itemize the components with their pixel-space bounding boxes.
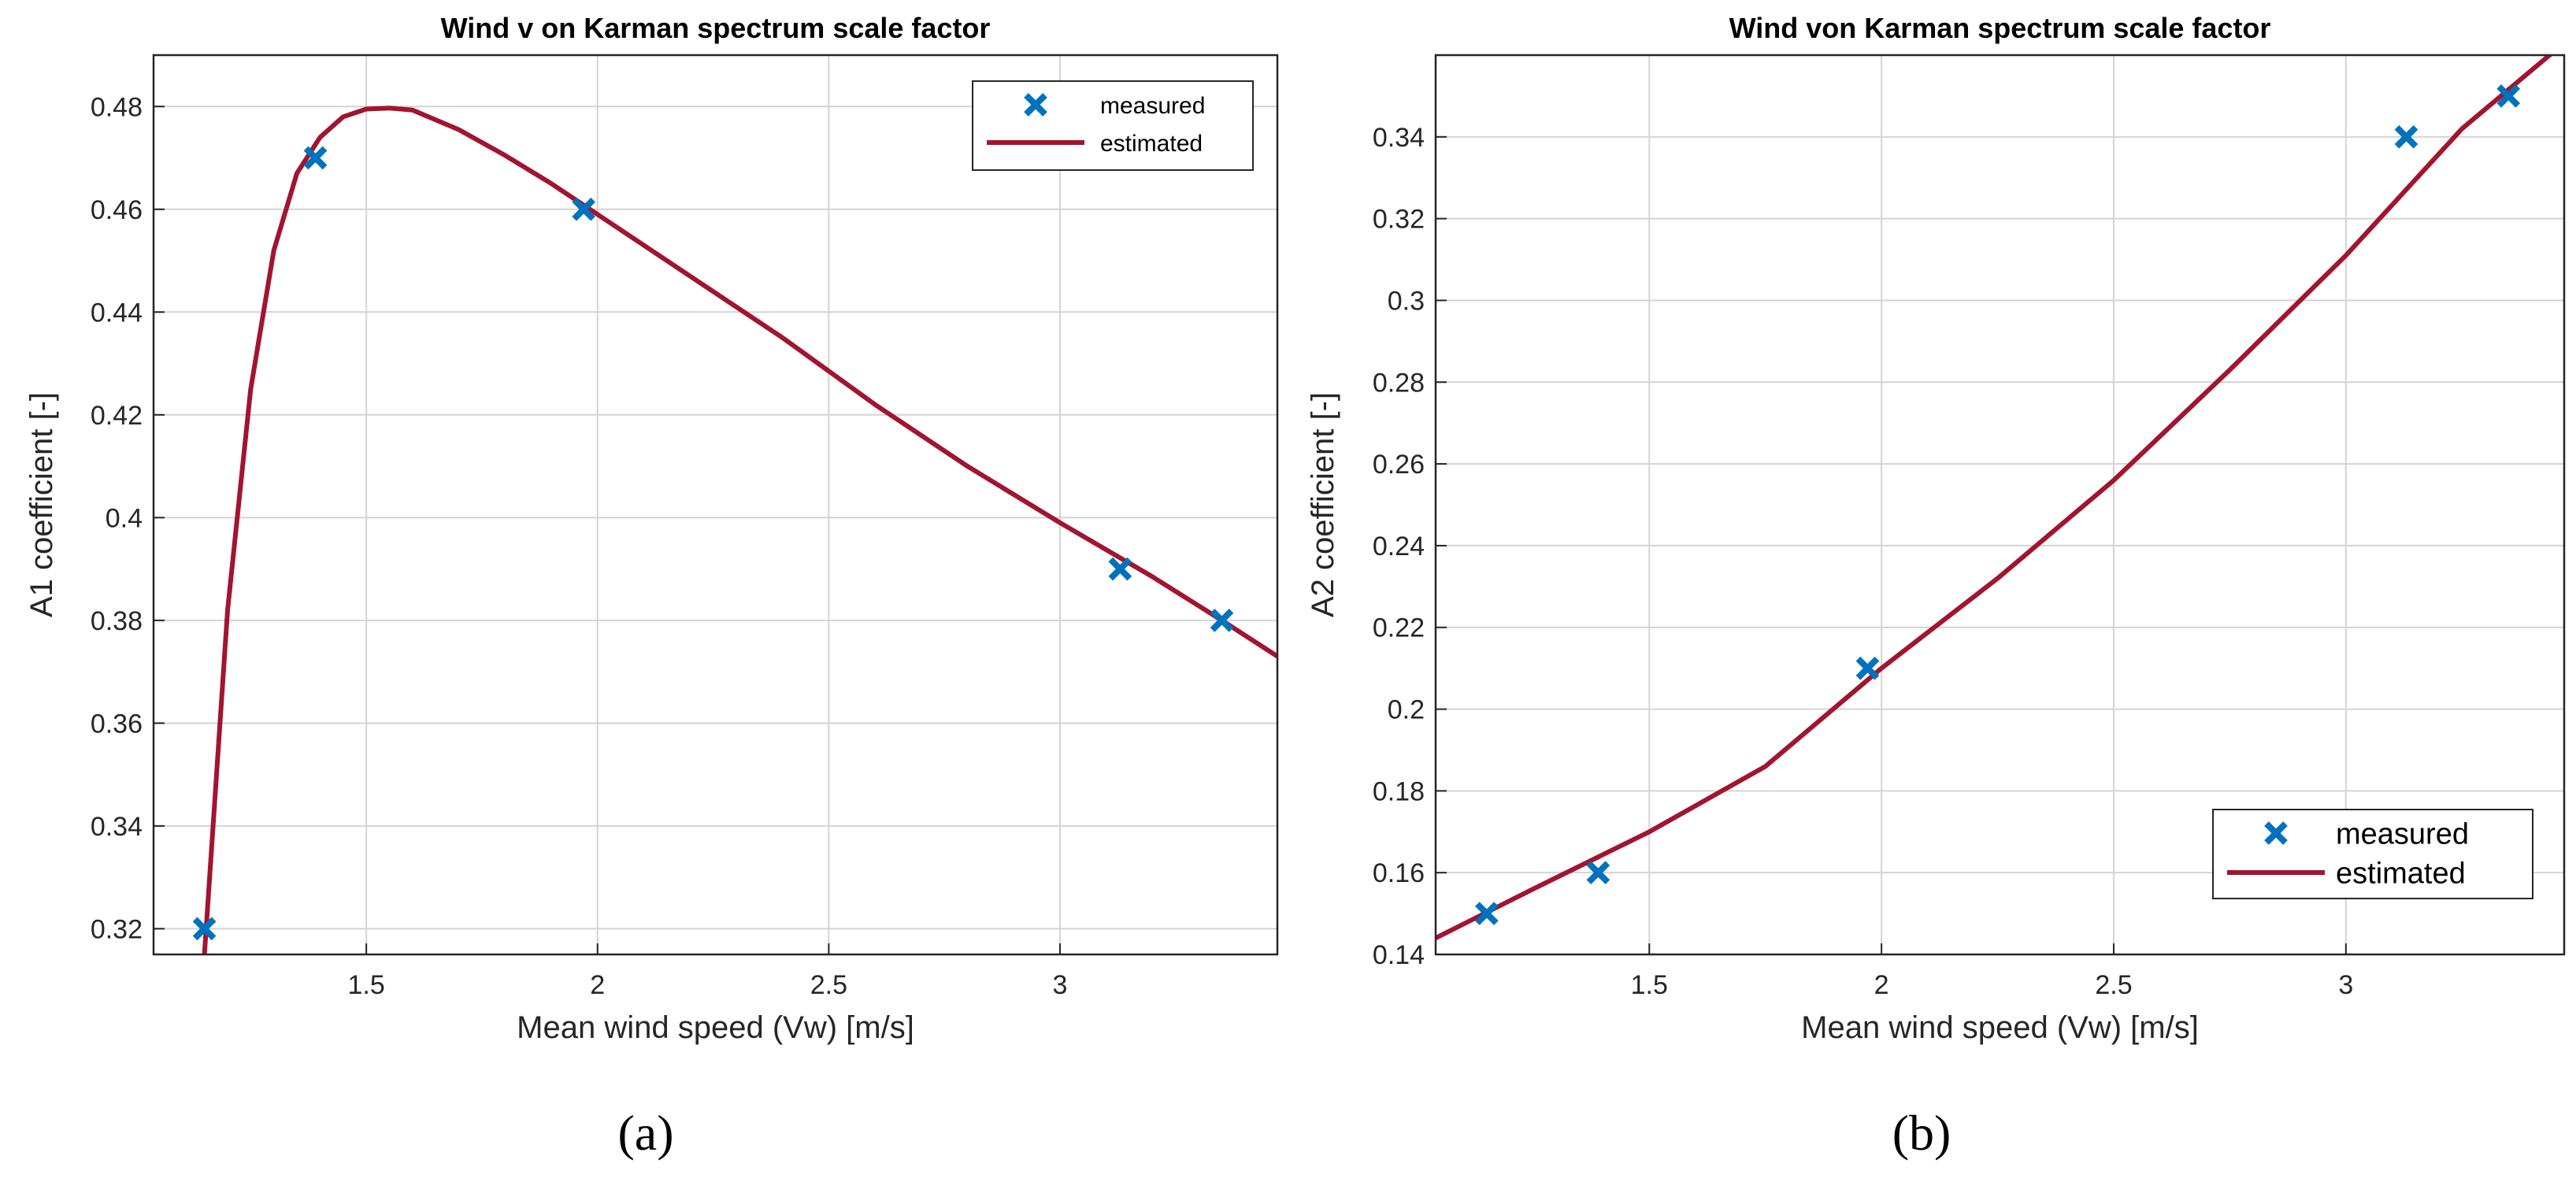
measured-point-stroke-b [1210, 609, 1234, 632]
legend: measured estimated [972, 80, 1254, 171]
x-tick-label: 3 [1053, 970, 1068, 1000]
y-axis-label: A1 coefficient [-] [24, 392, 59, 617]
chart-title: Wind von Karman spectrum scale factor [1729, 12, 2271, 44]
measured-point-stroke-b [2394, 124, 2418, 149]
y-tick-label: 0.16 [1373, 858, 1425, 888]
y-tick-label: 0.34 [1373, 123, 1425, 153]
y-tick-label: 0.36 [91, 709, 143, 739]
x-tick-label: 3 [2338, 970, 2353, 1000]
measured-point [1475, 902, 1499, 925]
measured-point-stroke-b [572, 197, 595, 221]
measured-point [1108, 557, 1132, 581]
y-tick-label: 0.32 [1373, 205, 1425, 235]
y-tick-label: 0.22 [1373, 613, 1425, 643]
x-tick-label: 1.5 [347, 970, 384, 1000]
panel-b: 1.5 2 2.5 3 0.14 0.16 0.18 0.2 0.22 0.24 0.26 0.28 0… [1306, 12, 2566, 1161]
estimated-curve [1436, 55, 2554, 940]
x-tick-label: 2.5 [2095, 970, 2132, 1000]
legend-marker-stroke-b [1024, 93, 1047, 117]
y-axis-label: A2 coefficient [-] [1306, 392, 1340, 617]
measured-point-stroke-b [1475, 902, 1499, 925]
y-tick-label: 0.2 [1388, 695, 1425, 725]
x-axis-label: Mean wind speed (Vw) [m/s] [517, 1010, 914, 1045]
y-tick-label: 0.32 [91, 914, 143, 944]
legend-box [972, 80, 1254, 171]
measured-point [1210, 609, 1234, 632]
measured-point-stroke-b [303, 146, 328, 170]
legend-label: measured [2336, 818, 2469, 851]
x-tick-label: 2.5 [810, 970, 847, 1000]
y-tick-label: 0.14 [1373, 940, 1425, 970]
measured-point [2394, 124, 2418, 149]
panel-caption: (b) [1892, 1105, 1951, 1161]
chart-title: Wind v on Karman spectrum scale factor [441, 12, 991, 44]
legend-label: estimated [1100, 131, 1203, 157]
x-tick-label: 1.5 [1631, 970, 1668, 1000]
measured-point [1855, 656, 1880, 680]
y-tick-label: 0.24 [1373, 532, 1425, 561]
x-tick-label: 2 [590, 970, 605, 1000]
measured-point-stroke-b [1108, 557, 1132, 581]
panel-caption: (a) [617, 1105, 673, 1161]
measured-point [1586, 861, 1610, 885]
x-axis-label: Mean wind speed (Vw) [m/s] [1801, 1010, 2199, 1045]
y-tick-label: 0.4 [106, 503, 143, 533]
legend-label: estimated [2336, 858, 2466, 891]
y-tick-label: 0.38 [91, 606, 143, 636]
measured-point-stroke-b [1586, 861, 1610, 885]
y-tick-label: 0.18 [1373, 776, 1425, 806]
y-tick-label: 0.26 [1373, 450, 1425, 480]
axes-box [1434, 54, 2566, 956]
data-layer [1436, 55, 2554, 940]
axes-box [152, 54, 1279, 956]
estimated-curve [202, 106, 1277, 954]
legend-label: measured [1100, 93, 1205, 119]
x-tick-label: 2 [1874, 970, 1889, 1000]
y-tick-label: 0.42 [91, 401, 143, 431]
plot-area [1436, 55, 2564, 954]
measured-point [303, 146, 328, 170]
y-tick-label: 0.48 [91, 92, 143, 122]
plot-area [154, 55, 1277, 954]
measured-point [192, 917, 217, 941]
legend: measured estimated [2212, 809, 2533, 899]
legend-marker-stroke-b [2264, 821, 2288, 845]
data-layer [202, 106, 1277, 954]
measured-point [572, 197, 595, 221]
y-tick-label: 0.3 [1388, 286, 1425, 316]
y-tick-label: 0.44 [91, 298, 143, 328]
y-tick-label: 0.28 [1373, 368, 1425, 398]
measured-point-stroke-b [192, 917, 217, 941]
panel-a: 1.5 2 2.5 3 0.32 0.34 0.36 0.38 0.4 0.42 0.44 0.46 0… [24, 12, 1279, 1161]
y-tick-label: 0.34 [91, 812, 143, 842]
measured-point [2496, 84, 2521, 108]
y-tick-label: 0.46 [91, 195, 143, 225]
measured-point-stroke-b [2496, 84, 2521, 108]
measured-point-stroke-b [1855, 656, 1880, 680]
